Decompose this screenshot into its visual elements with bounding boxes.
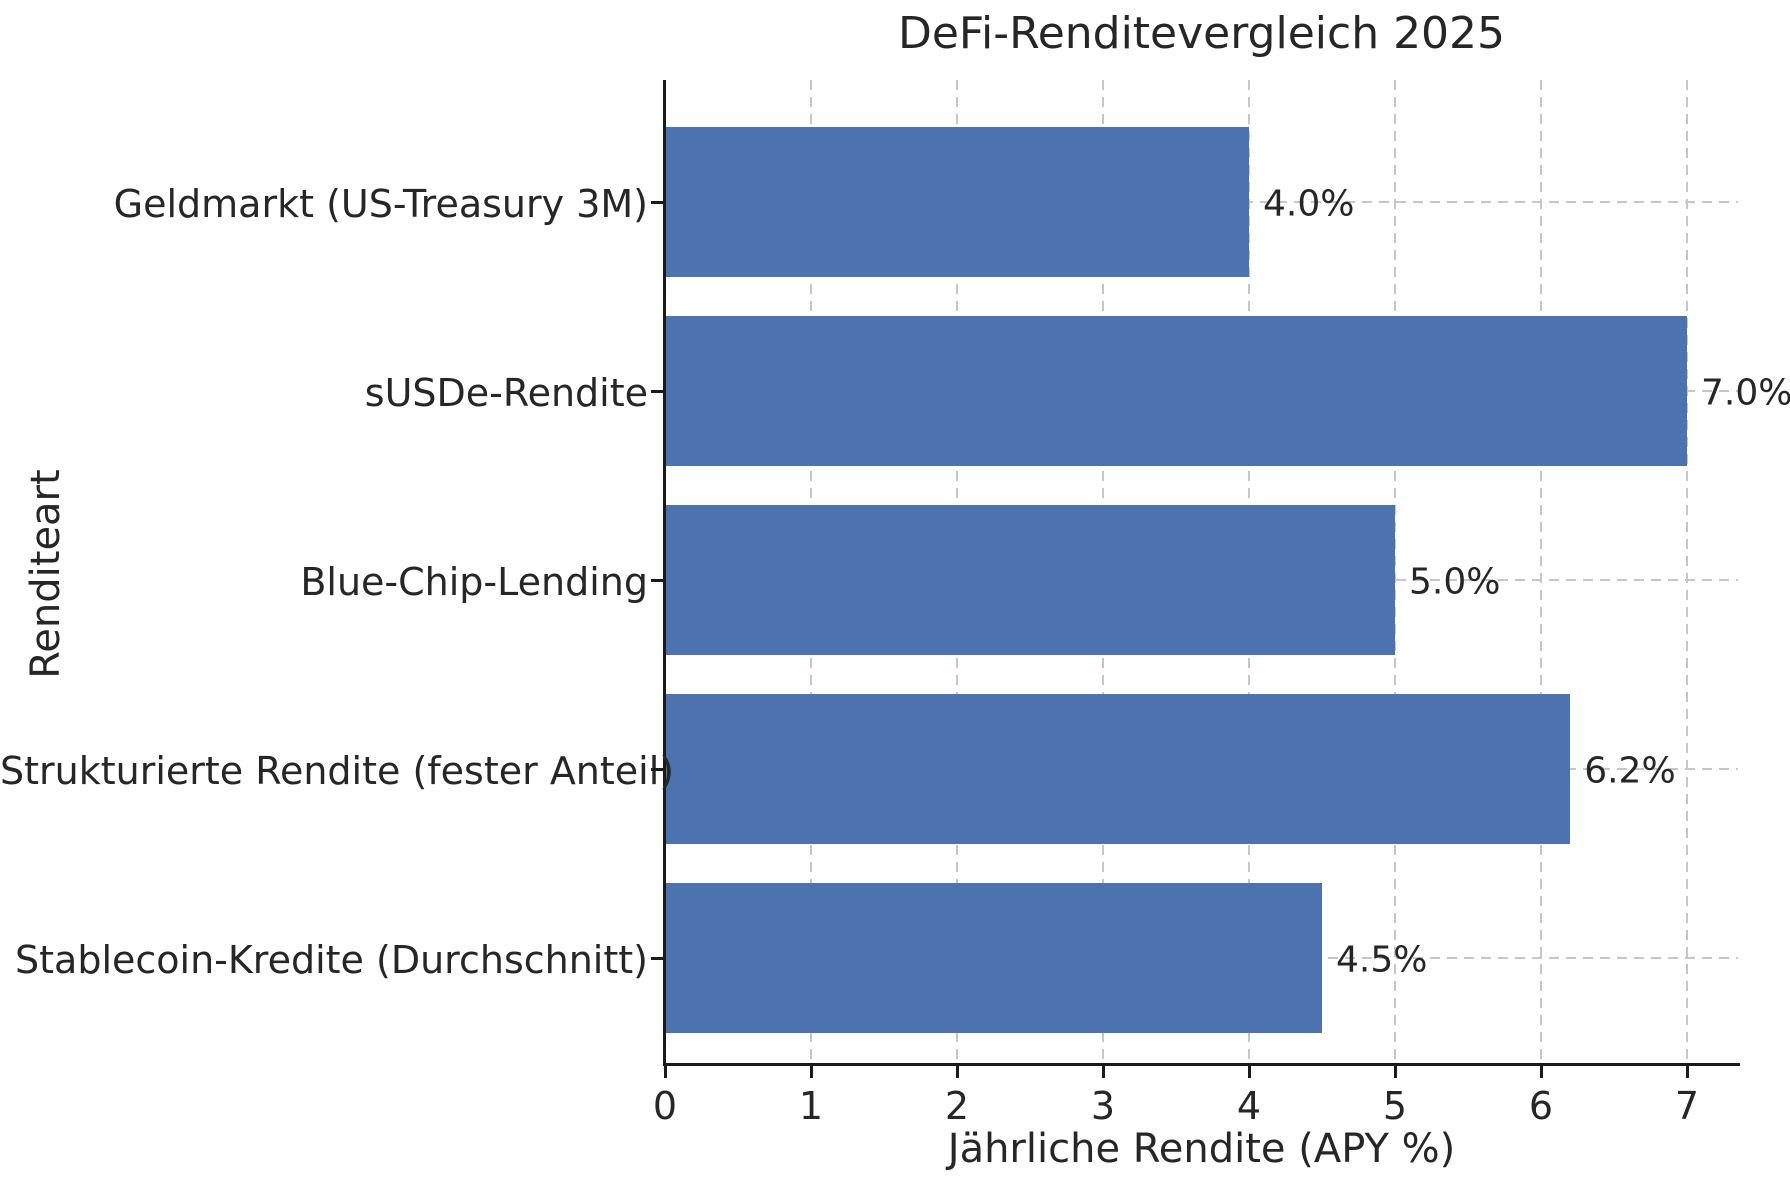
y-tick-mark [651, 768, 664, 771]
category-label: Strukturierte Rendite (fester Anteil) [0, 749, 675, 793]
x-tick-label: 4 [1236, 1084, 1262, 1128]
y-tick-mark [651, 201, 664, 204]
x-tick-mark [1540, 1065, 1543, 1078]
plot-area: 4.0% 7.0% 5.0% 6.2% 4.5% [665, 80, 1790, 1063]
x-tick-label: 7 [1674, 1084, 1700, 1128]
bar-value-label: 4.5% [1336, 939, 1428, 981]
category-label: Stablecoin-Kredite (Durchschnitt) [15, 938, 648, 982]
bar-3 [665, 505, 1395, 655]
y-tick-mark [651, 390, 664, 393]
x-tick-label: 6 [1528, 1084, 1554, 1128]
chart-title: DeFi-Renditevergleich 2025 [897, 8, 1506, 59]
y-tick-mark [651, 579, 664, 582]
x-tick-mark [1394, 1065, 1397, 1078]
bar-1 [665, 127, 1249, 277]
x-axis-title: Jährliche Rendite (APY %) [947, 1126, 1456, 1172]
bar-2 [665, 316, 1687, 466]
y-tick-mark [651, 957, 664, 960]
bar-value-label: 6.2% [1584, 750, 1676, 792]
bar-4 [665, 694, 1571, 844]
x-tick-label: 3 [1090, 1084, 1116, 1128]
vertical-gridline [1540, 80, 1542, 1063]
bar-value-label: 5.0% [1409, 561, 1501, 603]
x-tick-mark [664, 1065, 667, 1078]
x-tick-label: 1 [798, 1084, 824, 1128]
x-tick-mark [1248, 1065, 1251, 1078]
bar-value-label: 4.0% [1263, 183, 1355, 225]
bar-5 [665, 883, 1322, 1033]
x-tick-mark [956, 1065, 959, 1078]
vertical-gridline [1686, 80, 1688, 1063]
bar-value-label: 7.0% [1701, 372, 1790, 414]
x-tick-mark [1102, 1065, 1105, 1078]
x-axis-spine [663, 1063, 1740, 1066]
vertical-gridline [1394, 80, 1396, 1063]
x-tick-label: 5 [1382, 1084, 1408, 1128]
y-axis-title: Renditeart [23, 469, 69, 679]
x-tick-mark [810, 1065, 813, 1078]
category-label: Blue-Chip-Lending [300, 560, 648, 604]
x-tick-label: 0 [652, 1084, 678, 1128]
category-label: Geldmarkt (US-Treasury 3M) [113, 182, 648, 226]
y-axis-spine [663, 80, 666, 1066]
x-tick-mark [1686, 1065, 1689, 1078]
x-tick-label: 2 [944, 1084, 970, 1128]
category-label: sUSDe-Rendite [364, 371, 648, 415]
